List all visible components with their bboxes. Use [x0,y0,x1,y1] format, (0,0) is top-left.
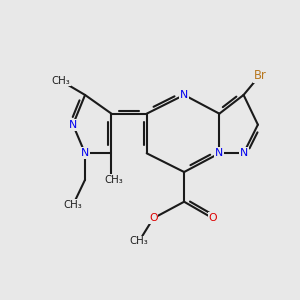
Text: CH₃: CH₃ [64,200,82,210]
Text: N: N [239,148,248,158]
Text: CH₃: CH₃ [104,175,123,185]
Text: Br: Br [254,69,266,82]
Text: O: O [149,213,158,223]
Text: O: O [208,213,217,223]
Text: CH₃: CH₃ [130,236,148,246]
Text: CH₃: CH₃ [52,76,70,85]
Text: N: N [69,120,77,130]
Text: N: N [180,90,188,100]
Text: N: N [81,148,89,158]
Text: N: N [215,148,224,158]
